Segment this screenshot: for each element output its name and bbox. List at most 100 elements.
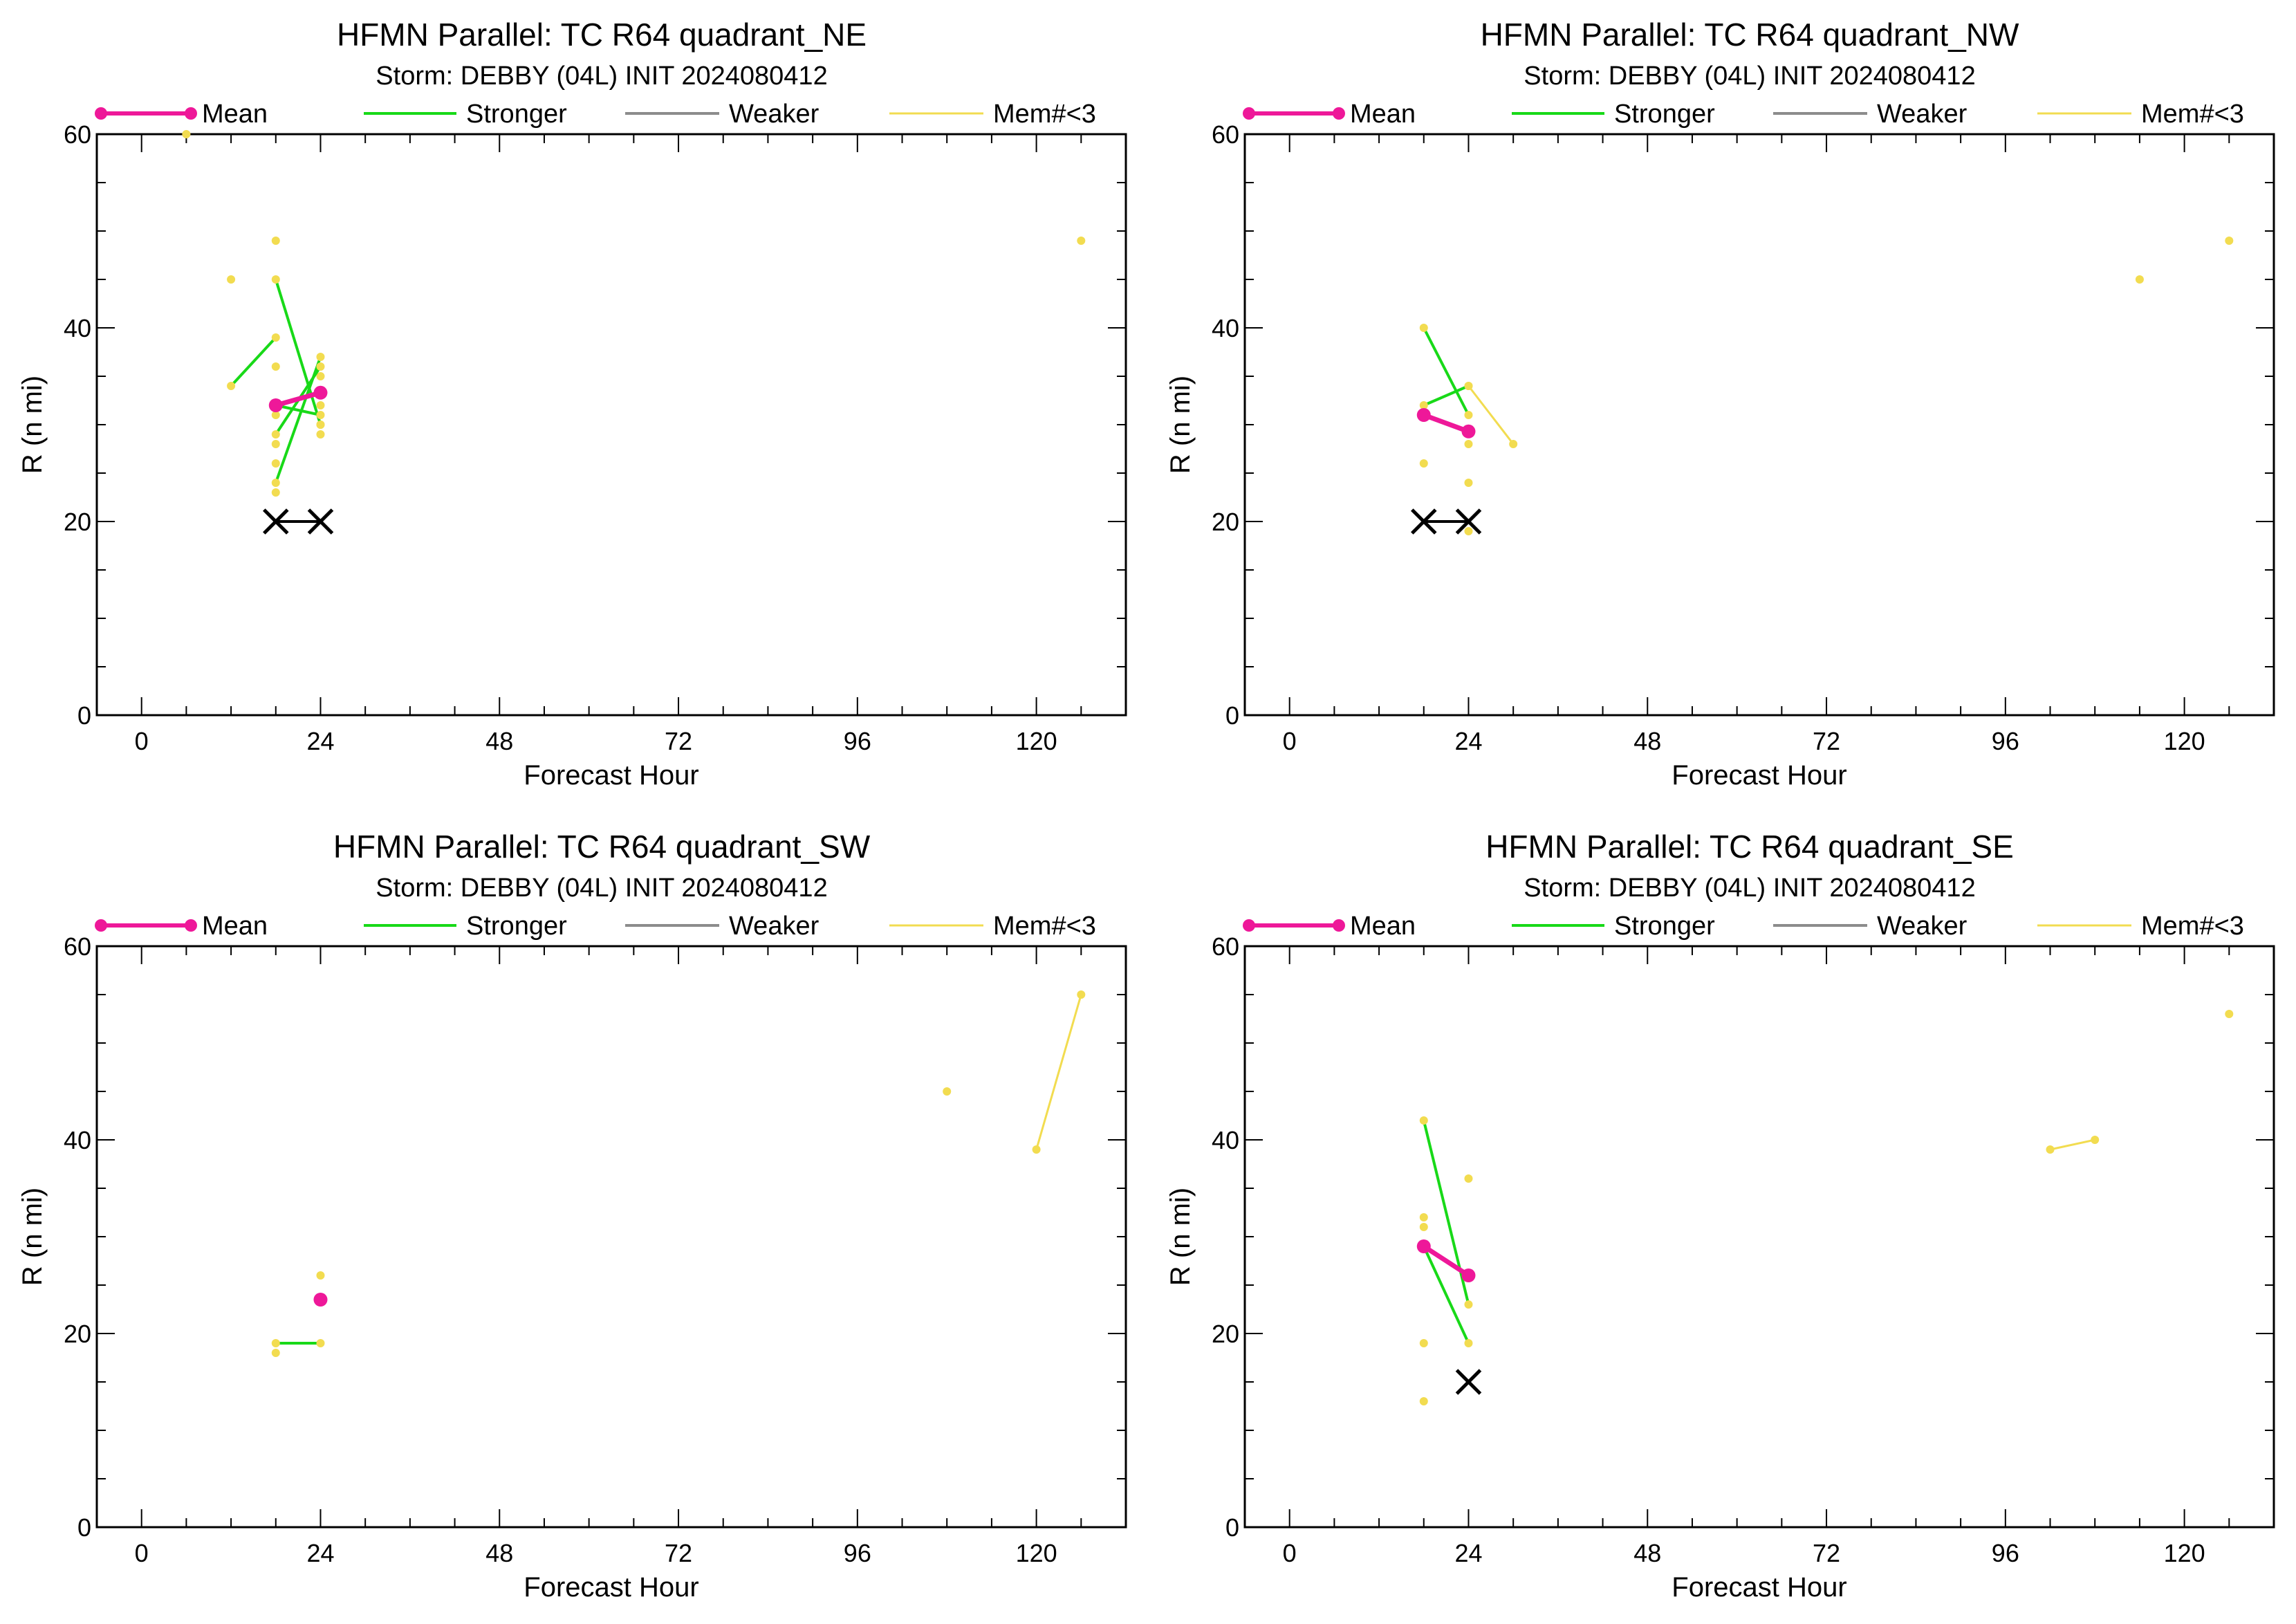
chart-panel-2: HFMN Parallel: TC R64 quadrant_NW Storm: …: [1165, 17, 2275, 791]
legend-mean-marker: [185, 919, 197, 932]
few-member-point: [316, 372, 325, 380]
x-tick-label: 48: [1633, 727, 1661, 755]
x-tick-label: 72: [665, 727, 692, 755]
x-axis-label: Forecast Hour: [1672, 1572, 1846, 1603]
few-member-point: [1464, 440, 1473, 448]
x-tick-label: 72: [665, 1539, 692, 1567]
chart-title: HFMN Parallel: TC R64 quadrant_SW: [333, 829, 871, 865]
x-axis-label: Forecast Hour: [524, 760, 698, 791]
stronger-point: [271, 275, 280, 284]
few-member-point: [1419, 1339, 1428, 1347]
few-member-point: [271, 459, 280, 468]
legend: Mean Stronger Weaker Mem#<3: [1243, 912, 2244, 941]
stronger-line: [1423, 385, 1470, 407]
chart-panel-4: HFMN Parallel: TC R64 quadrant_SE Storm: …: [1165, 829, 2275, 1603]
few-member-point: [1464, 527, 1473, 535]
few-member-point: [1419, 1397, 1428, 1405]
few-member-point: [1419, 459, 1428, 468]
stronger-line: [1423, 327, 1470, 416]
y-tick-label: 20: [1212, 508, 1239, 536]
few-member-point: [316, 430, 325, 439]
legend-mean-label: Mean: [202, 100, 268, 129]
legend: Mean Stronger Weaker Mem#<3: [95, 100, 1096, 129]
chart-subtitle: Storm: DEBBY (04L) INIT 2024080412: [376, 874, 827, 903]
chart-title: HFMN Parallel: TC R64 quadrant_NW: [1481, 17, 2019, 53]
best-track-stroke: [1411, 508, 1437, 535]
mean-point: [1461, 1268, 1476, 1282]
legend-mean-marker: [1243, 919, 1255, 932]
few-member-point: [943, 1087, 952, 1096]
few-member-point: [2046, 1145, 2055, 1154]
mean-line: [275, 390, 322, 408]
y-axis-label: R (n mi): [17, 376, 48, 474]
chart-title: HFMN Parallel: TC R64 quadrant_SE: [1485, 829, 2014, 865]
few-member-point: [1419, 1223, 1428, 1231]
plot-frame: [95, 133, 1127, 717]
few-member-point: [316, 1271, 325, 1280]
y-tick-label: 40: [1212, 314, 1239, 342]
x-tick-label: 120: [2164, 727, 2205, 755]
y-tick-label: 0: [77, 1513, 91, 1542]
legend-weaker-label: Weaker: [1877, 100, 1968, 129]
few-member-point: [271, 362, 280, 371]
stronger-point: [316, 421, 325, 429]
few-member-point: [1077, 990, 1086, 999]
stronger-line: [275, 404, 321, 416]
legend-mean-marker: [1333, 919, 1345, 932]
stronger-point: [316, 362, 325, 371]
best-track-marker: [263, 508, 289, 535]
x-tick-label: 24: [1454, 727, 1482, 755]
y-tick-label: 0: [1225, 701, 1239, 730]
stronger-point: [1419, 1116, 1428, 1125]
mean-line: [1423, 412, 1470, 434]
y-axis-label: R (n mi): [1165, 1188, 1196, 1286]
legend-mean-label: Mean: [202, 912, 268, 941]
y-tick-label: 40: [64, 1126, 91, 1154]
legend-mean-marker: [95, 919, 107, 932]
y-tick-label: 60: [64, 120, 91, 149]
x-tick-label: 72: [1813, 727, 1840, 755]
legend-stronger-label: Stronger: [1614, 912, 1715, 941]
x-tick-label: 0: [1283, 1539, 1297, 1567]
stronger-line: [274, 279, 322, 425]
y-tick-label: 20: [64, 1320, 91, 1348]
x-tick-label: 96: [1992, 727, 2019, 755]
mean-point: [268, 398, 283, 412]
y-tick-label: 0: [1225, 1513, 1239, 1542]
x-tick-label: 0: [135, 727, 149, 755]
best-track-marker: [307, 508, 334, 535]
chart-title: HFMN Parallel: TC R64 quadrant_NE: [337, 17, 867, 53]
stronger-point: [316, 353, 325, 361]
stronger-point: [1464, 411, 1473, 419]
few-member-point: [1464, 1174, 1473, 1183]
best-track-marker: [1411, 508, 1437, 535]
y-tick-label: 20: [1212, 1320, 1239, 1348]
stronger-line: [230, 336, 277, 387]
few-member-point: [271, 411, 280, 419]
few-member-point: [316, 401, 325, 409]
x-tick-label: 120: [1016, 727, 1057, 755]
x-tick-label: 0: [135, 1539, 149, 1567]
y-tick-label: 60: [1212, 120, 1239, 149]
mean-point: [1461, 424, 1476, 439]
best-track-marker: [1455, 508, 1482, 535]
stronger-point: [271, 430, 280, 439]
stronger-point: [271, 479, 280, 487]
legend: Mean Stronger Weaker Mem#<3: [95, 912, 1096, 941]
few-member-point: [1509, 440, 1518, 448]
stronger-point: [316, 411, 325, 419]
legend-few-label: Mem#<3: [2141, 912, 2244, 941]
legend-mean-marker: [1333, 107, 1345, 120]
few-member-point: [227, 275, 236, 284]
plot-data: [1411, 237, 2234, 535]
few-member-point: [2225, 237, 2234, 245]
few-member-point: [2135, 275, 2144, 284]
y-tick-label: 40: [64, 314, 91, 342]
few-member-point: [1077, 237, 1086, 245]
legend-stronger-label: Stronger: [466, 100, 567, 129]
mean-point: [313, 385, 328, 400]
few-member-point: [182, 130, 191, 138]
stronger-line: [1422, 1246, 1470, 1344]
legend-few-label: Mem#<3: [993, 100, 1096, 129]
